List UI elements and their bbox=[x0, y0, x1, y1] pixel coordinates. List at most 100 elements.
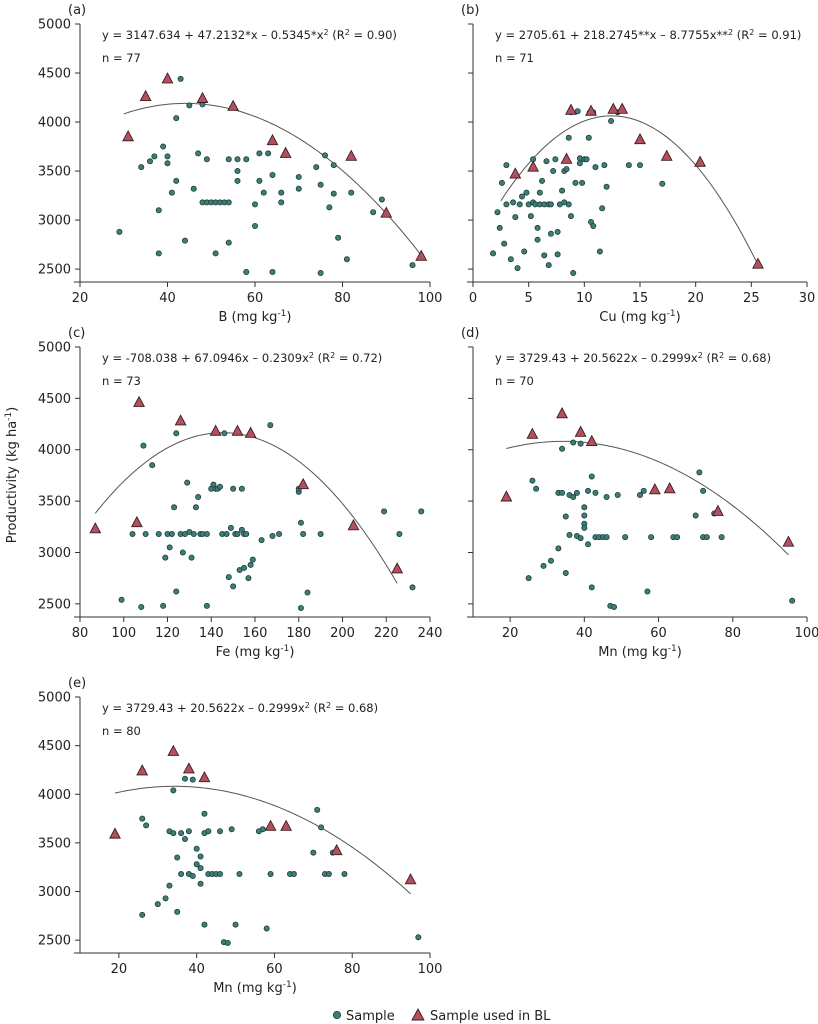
sample-point bbox=[567, 213, 574, 220]
x-axis-label-text: Fe (mg kg bbox=[216, 645, 281, 660]
sample-point bbox=[555, 545, 562, 552]
sample-point bbox=[256, 177, 263, 184]
sample-point bbox=[236, 871, 243, 878]
y-tick-label: 5000 bbox=[38, 18, 71, 33]
sample-point bbox=[160, 143, 167, 150]
sample-point bbox=[238, 485, 245, 492]
equation-text: y = 2705.61 + 218.2745**x – 8.7755x** bbox=[495, 28, 728, 42]
sample-point bbox=[637, 162, 644, 169]
sample-point bbox=[216, 871, 223, 878]
x-axis-label: Fe (mg kg-1) bbox=[216, 644, 295, 660]
x-tick-label: 25 bbox=[743, 291, 760, 306]
sample-point bbox=[581, 512, 588, 519]
sample-count: n = 71 bbox=[495, 51, 534, 65]
sample-point bbox=[565, 201, 572, 208]
x-axis-label-sup: -1 bbox=[668, 644, 677, 654]
sample-point bbox=[692, 512, 699, 519]
y-tick-label: 4500 bbox=[38, 739, 71, 754]
sample-point bbox=[212, 250, 219, 257]
sample-point bbox=[562, 513, 569, 520]
sample-point bbox=[181, 835, 188, 842]
sample-point bbox=[577, 440, 584, 447]
sample-point bbox=[521, 248, 528, 255]
sample-point bbox=[245, 575, 252, 582]
panel-3: (c) 2500 3000 3500 4000 4500 5000 80 100 120 140 16… bbox=[38, 326, 443, 660]
y-tick-label: 3500 bbox=[38, 836, 71, 851]
sample-point bbox=[343, 256, 350, 263]
bl-sample-point bbox=[167, 744, 180, 756]
sample-point bbox=[562, 570, 569, 577]
sample-point bbox=[503, 201, 510, 208]
fit-equation: y = 3729.43 + 20.5622x – 0.2999x2 (R2 = … bbox=[102, 701, 378, 716]
x-tick-label: 30 bbox=[799, 291, 816, 306]
sample-point bbox=[585, 541, 592, 548]
legend-sample-marker bbox=[332, 1011, 341, 1020]
sample-point bbox=[563, 166, 570, 173]
bl-sample-point bbox=[574, 425, 587, 437]
sample-point bbox=[559, 445, 566, 452]
sample-point bbox=[525, 575, 532, 582]
panel-label: (b) bbox=[461, 3, 479, 18]
fit-curve bbox=[114, 785, 411, 895]
equation-tail: (R bbox=[314, 351, 330, 365]
x-axis-label-sup: -1 bbox=[280, 644, 289, 654]
x-tick-label: 180 bbox=[286, 626, 311, 641]
sample-point bbox=[313, 164, 320, 171]
sample-point bbox=[247, 561, 254, 568]
sample-point bbox=[178, 830, 185, 837]
sample-point bbox=[177, 75, 184, 82]
y-axis-label: Productivity (kg ha-1) bbox=[4, 407, 20, 543]
x-tick-label: 80 bbox=[334, 291, 351, 306]
x-axis-label-text: Mn (mg kg bbox=[213, 981, 283, 996]
sample-point bbox=[189, 776, 196, 783]
sample-point bbox=[174, 854, 181, 861]
sample-point bbox=[498, 179, 505, 186]
sample-point bbox=[314, 806, 321, 813]
sample-point bbox=[197, 880, 204, 887]
y-tick-label: 3000 bbox=[38, 214, 71, 229]
sample-point bbox=[490, 250, 497, 257]
sample-point bbox=[290, 871, 297, 878]
x-axis-label-text: Cu (mg kg bbox=[599, 310, 666, 325]
panel-2: (b) 0 5 10 15 20 25 30 Cu (mg kg-1) y = 2705.61 +… bbox=[461, 3, 815, 325]
panel-label: (e) bbox=[68, 676, 86, 691]
sample-point bbox=[547, 557, 554, 564]
sample-point bbox=[225, 199, 232, 206]
bl-sample-point bbox=[136, 764, 149, 776]
x-axis-label-sup: -1 bbox=[667, 309, 676, 319]
sample-point bbox=[173, 430, 180, 437]
sample-point bbox=[193, 845, 200, 852]
sample-point bbox=[559, 187, 566, 194]
sample-point bbox=[370, 209, 377, 216]
sample-point bbox=[228, 826, 235, 833]
sample-point bbox=[585, 487, 592, 494]
sample-point bbox=[559, 489, 566, 496]
sample-point bbox=[297, 604, 304, 611]
panel-1: (a) 2500 3000 3500 4000 4500 5000 20 40 60 80 100 B … bbox=[38, 3, 443, 325]
sample-point bbox=[168, 189, 175, 196]
sample-point bbox=[251, 201, 258, 208]
sample-point bbox=[501, 240, 508, 247]
sample-point bbox=[225, 574, 232, 581]
sample-point bbox=[269, 171, 276, 178]
legend-bl-label: Sample used in BL bbox=[430, 1009, 551, 1024]
x-tick-label: 80 bbox=[725, 626, 742, 641]
sample-point bbox=[243, 156, 250, 163]
sample-point bbox=[789, 597, 796, 604]
equation-sup: 2 bbox=[698, 351, 703, 360]
sample-point bbox=[241, 564, 248, 571]
fit-curve bbox=[123, 102, 422, 256]
x-tick-label: 20 bbox=[72, 291, 89, 306]
sample-point bbox=[648, 534, 655, 541]
sample-point bbox=[116, 228, 123, 235]
sample-point bbox=[396, 531, 403, 538]
sample-point bbox=[300, 531, 307, 538]
y-tick-label: 5000 bbox=[38, 341, 71, 356]
sample-point bbox=[554, 228, 561, 235]
equation-sup: 2 bbox=[305, 701, 310, 710]
bl-sample-point bbox=[616, 102, 629, 114]
sample-point bbox=[325, 871, 332, 878]
sample-point bbox=[523, 189, 530, 196]
sample-point bbox=[216, 828, 223, 835]
x-tick-label: 60 bbox=[650, 626, 667, 641]
